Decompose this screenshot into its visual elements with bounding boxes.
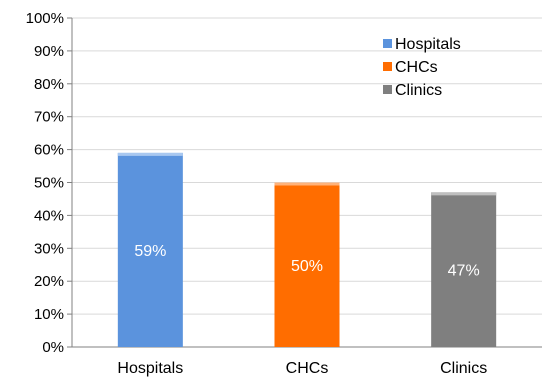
data-labels: 59% 50% 47% bbox=[134, 243, 479, 280]
legend-swatch bbox=[383, 62, 392, 71]
data-label: 59% bbox=[134, 243, 166, 260]
y-tick-label: 40% bbox=[34, 207, 64, 224]
legend-swatch bbox=[383, 85, 392, 94]
bar-clinics bbox=[431, 192, 497, 347]
y-axis-ticks: 0% 10% 20% 30% 40% 50% 60% 70% 80% 90% 100% bbox=[26, 10, 73, 356]
y-tick-label: 80% bbox=[34, 76, 64, 93]
x-tick-label: CHCs bbox=[286, 360, 329, 377]
x-tick-label: Clinics bbox=[440, 360, 487, 377]
bar-cap bbox=[117, 152, 183, 156]
y-tick-label: 70% bbox=[34, 109, 64, 126]
y-tick-label: 60% bbox=[34, 142, 64, 159]
y-tick-label: 20% bbox=[34, 273, 64, 290]
legend: Hospitals CHCs Clinics bbox=[383, 36, 461, 99]
bar-cap bbox=[431, 192, 497, 196]
x-tick-label: Hospitals bbox=[117, 360, 183, 377]
legend-swatch bbox=[383, 39, 392, 48]
legend-label: Hospitals bbox=[395, 36, 461, 53]
bars bbox=[117, 152, 497, 347]
y-tick-label: 30% bbox=[34, 240, 64, 257]
bar-cap bbox=[274, 182, 340, 186]
y-tick-label: 90% bbox=[34, 43, 64, 60]
legend-label: CHCs bbox=[395, 59, 438, 76]
x-axis-ticks: Hospitals CHCs Clinics bbox=[117, 360, 487, 377]
data-label: 47% bbox=[448, 263, 480, 280]
y-tick-label: 50% bbox=[34, 175, 64, 192]
y-tick-label: 100% bbox=[26, 10, 64, 27]
bar-hospitals bbox=[117, 152, 183, 347]
data-label: 50% bbox=[291, 258, 323, 275]
bar-chcs bbox=[274, 182, 340, 347]
legend-label: Clinics bbox=[395, 82, 442, 99]
y-tick-label: 10% bbox=[34, 306, 64, 323]
y-tick-label: 0% bbox=[42, 339, 64, 356]
